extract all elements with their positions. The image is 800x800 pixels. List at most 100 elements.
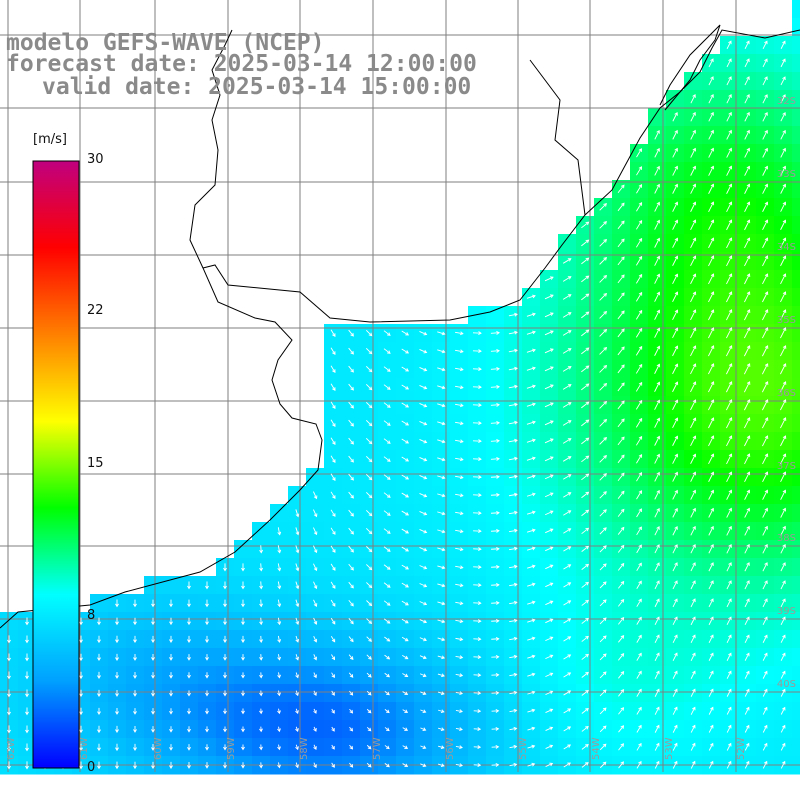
- wind-arrow: [455, 619, 464, 624]
- wind-arrow: [241, 708, 245, 715]
- wind-arrow: [743, 363, 751, 375]
- wind-arrow: [7, 761, 11, 770]
- wind-arrow: [581, 275, 590, 283]
- wind-arrow: [526, 312, 536, 317]
- wind-arrow: [599, 689, 607, 697]
- wind-arrow: [151, 690, 155, 697]
- lon-label: 59W: [226, 737, 237, 760]
- wind-arrow: [259, 672, 263, 679]
- wind-arrow: [7, 653, 11, 662]
- wind-arrow: [690, 742, 696, 751]
- wind-arrow: [744, 58, 750, 68]
- wind-arrow: [365, 456, 373, 463]
- wind-arrow: [277, 599, 282, 608]
- wind-arrow: [581, 383, 590, 391]
- wind-arrow: [491, 564, 500, 569]
- wind-arrow: [401, 402, 410, 408]
- wind-arrow: [527, 654, 536, 659]
- wind-arrow: [744, 417, 751, 429]
- wind-arrow: [618, 634, 625, 643]
- wind-arrow: [313, 708, 317, 714]
- wind-arrow: [365, 438, 373, 445]
- wind-arrow: [636, 201, 643, 212]
- wind-arrow: [762, 543, 768, 554]
- wind-arrow: [599, 203, 607, 211]
- wind-arrow: [259, 690, 263, 697]
- wind-arrow: [654, 598, 660, 608]
- wind-arrow: [581, 744, 589, 750]
- wind-arrow: [617, 328, 625, 338]
- wind-arrow: [115, 707, 119, 715]
- field-cell: [684, 72, 703, 91]
- wind-arrow: [563, 672, 572, 678]
- field-cell: [792, 558, 800, 577]
- wind-arrow: [473, 691, 482, 695]
- wind-arrow: [617, 544, 625, 553]
- wind-arrow: [744, 670, 750, 679]
- wind-arrow: [295, 726, 299, 733]
- field-cell: [792, 612, 800, 631]
- wind-arrow: [313, 744, 317, 750]
- wind-arrow: [205, 581, 209, 590]
- wind-arrow: [366, 654, 372, 660]
- wind-arrow: [708, 670, 714, 679]
- wind-arrow: [780, 760, 786, 769]
- wind-arrow: [205, 617, 209, 626]
- wind-arrow: [599, 707, 607, 715]
- wind-arrow: [617, 184, 625, 194]
- wind-arrow: [241, 744, 245, 751]
- wind-arrow: [402, 673, 409, 678]
- field-cell: [792, 252, 800, 271]
- wind-arrow: [599, 635, 607, 643]
- wind-arrow: [313, 527, 318, 536]
- wind-arrow: [437, 673, 445, 678]
- wind-arrow: [654, 616, 660, 626]
- wind-arrow: [780, 255, 787, 267]
- wind-arrow: [599, 400, 608, 409]
- wind-arrow: [708, 724, 714, 733]
- wind-arrow: [744, 598, 750, 608]
- wind-arrow: [277, 654, 281, 661]
- wind-arrow: [472, 457, 482, 462]
- wind-arrow: [473, 565, 482, 570]
- wind-arrow: [726, 76, 732, 86]
- wind-arrow: [690, 507, 696, 518]
- wind-arrow: [187, 762, 191, 769]
- wind-arrow: [187, 635, 191, 643]
- field-cell: [792, 684, 800, 703]
- wind-arrow: [348, 599, 354, 607]
- wind-arrow: [762, 760, 768, 769]
- wind-arrow: [508, 402, 518, 407]
- wind-arrow: [672, 381, 679, 393]
- wind-arrow: [473, 763, 482, 767]
- wind-arrow: [241, 581, 245, 590]
- wind-arrow: [330, 347, 336, 355]
- wind-arrow: [419, 439, 428, 444]
- wind-arrow: [617, 274, 625, 284]
- wind-arrow: [563, 510, 572, 516]
- wind-arrow: [508, 312, 518, 317]
- wind-arrow: [169, 617, 173, 626]
- wind-arrow: [725, 363, 733, 375]
- wind-arrow: [708, 471, 715, 482]
- field-cell: [792, 540, 800, 559]
- wind-arrow: [581, 563, 590, 570]
- wind-arrow: [187, 581, 191, 590]
- wind-arrow: [331, 690, 335, 696]
- wind-arrow: [366, 582, 373, 589]
- wind-arrow: [277, 744, 281, 751]
- wind-arrow: [617, 526, 625, 535]
- wind-arrow: [708, 327, 715, 339]
- wind-arrow: [472, 439, 482, 444]
- wind-arrow: [635, 417, 643, 428]
- lat-label: 38S: [777, 533, 796, 544]
- wind-arrow: [223, 617, 227, 626]
- wind-arrow: [581, 545, 590, 552]
- wind-arrow: [708, 562, 714, 572]
- wind-arrow: [277, 708, 281, 715]
- lat-label: 40S: [777, 679, 796, 690]
- wind-arrow: [744, 760, 750, 769]
- wind-arrow: [708, 688, 714, 697]
- wind-arrow: [544, 384, 554, 390]
